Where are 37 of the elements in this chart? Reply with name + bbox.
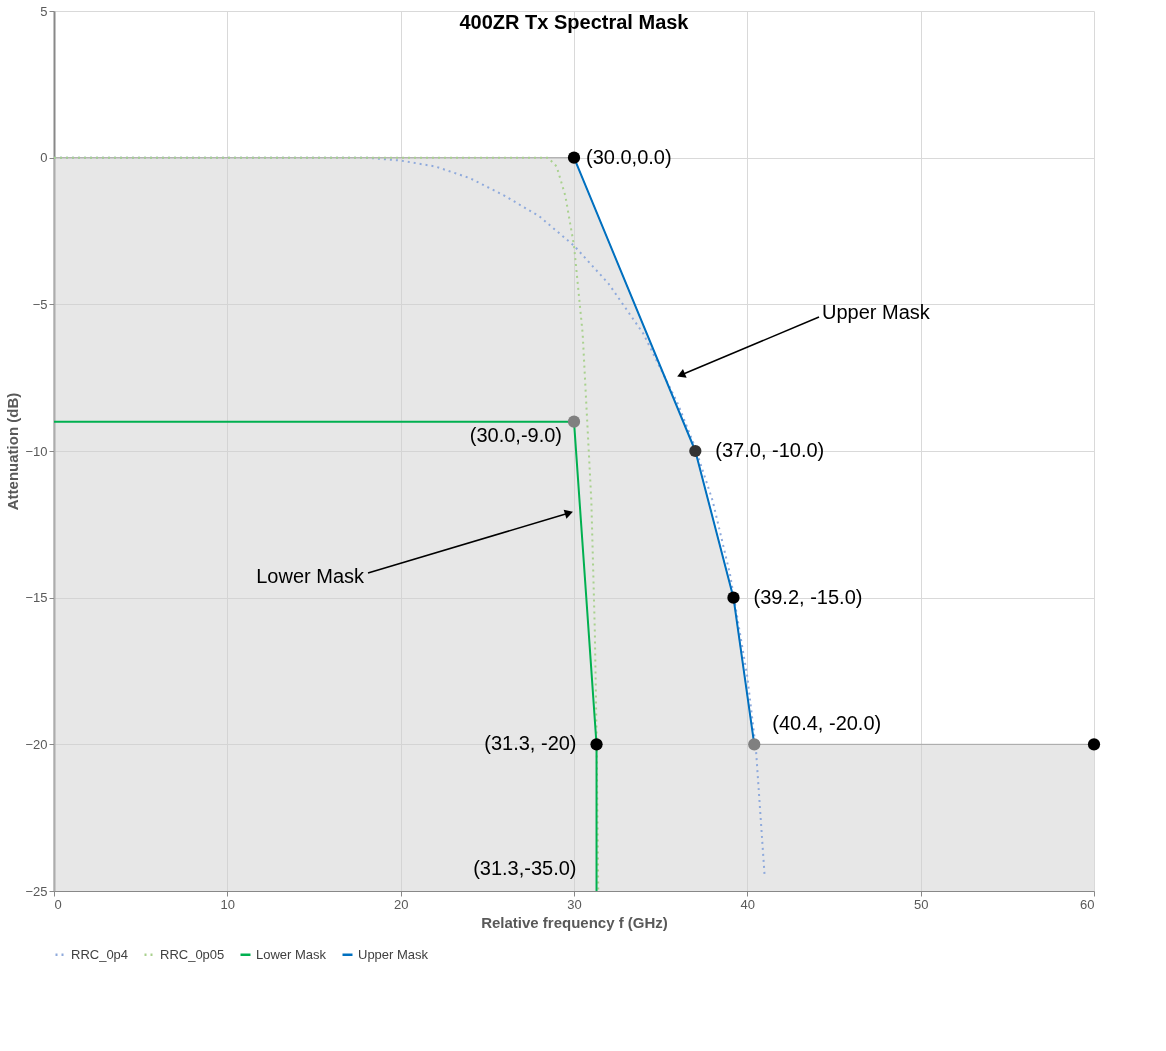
y-axis-title: Attenuation (dB) xyxy=(4,392,22,511)
x-tick-label: 60 xyxy=(1080,896,1095,912)
y-tick-label: −15 xyxy=(25,590,48,606)
point xyxy=(748,738,761,751)
y-tick-label: −10 xyxy=(25,443,48,459)
point xyxy=(689,444,702,458)
annotation: (31.3, -20) xyxy=(484,732,577,755)
x-tick-label: 20 xyxy=(393,896,409,912)
legend-label: RRC_0p4 xyxy=(71,946,129,962)
annotation: (39.2, -15.0) xyxy=(753,585,863,608)
annotation: (31.3,-35.0) xyxy=(473,857,577,879)
annotation: Lower Mask xyxy=(256,565,365,587)
x-axis-title: Relative frequency f (GHz) xyxy=(481,913,668,931)
point xyxy=(727,591,740,604)
chart-title: 400ZR Tx Spectral Mask xyxy=(459,11,690,33)
x-tick-label: 30 xyxy=(567,896,582,912)
y-tick-label: −25 xyxy=(25,883,48,899)
point xyxy=(567,415,581,428)
x-tick-label: 50 xyxy=(913,896,929,912)
point xyxy=(567,151,581,164)
annotation: (40.4, -20.0) xyxy=(772,712,882,735)
legend-label: Lower Mask xyxy=(256,946,327,962)
annotation: (30.0,0.0) xyxy=(586,145,672,168)
annotation: Upper Mask xyxy=(822,301,931,323)
point xyxy=(590,738,603,751)
y-tick-label: 5 xyxy=(40,3,48,19)
y-tick-label: 0 xyxy=(40,150,48,166)
y-tick-label: −5 xyxy=(32,296,48,312)
x-tick-label: 0 xyxy=(54,896,62,912)
annotation: (30.0,-9.0) xyxy=(469,423,562,446)
y-tick-label: −20 xyxy=(25,736,48,752)
x-tick-label: 10 xyxy=(220,896,236,912)
x-tick-label: 40 xyxy=(740,896,756,912)
legend-label: RRC_0p05 xyxy=(160,946,225,962)
annotation: (37.0, -10.0) xyxy=(715,439,825,461)
point xyxy=(1087,738,1101,751)
legend-label: Upper Mask xyxy=(358,946,429,962)
